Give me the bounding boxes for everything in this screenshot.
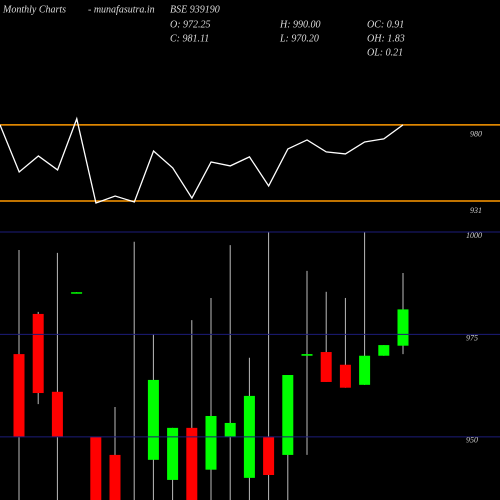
candle-body: [13, 354, 25, 437]
candle-body: [378, 345, 390, 356]
candle-body: [224, 422, 236, 437]
price-line: [0, 116, 404, 204]
candle-body: [51, 391, 63, 437]
y-tick-label: 950: [466, 436, 478, 445]
candle-area: [13, 231, 409, 500]
candle-body: [397, 309, 409, 346]
candle-body: [359, 355, 371, 385]
stat: L: 970.20: [279, 33, 319, 44]
candle-body: [301, 354, 313, 356]
candle-body: [205, 415, 217, 470]
candle-body: [167, 427, 179, 480]
candle-body: [71, 292, 83, 294]
candle-body: [32, 313, 44, 394]
y-tick-label: 931: [470, 206, 482, 215]
candle-body: [339, 364, 351, 388]
candle-body: [320, 352, 332, 382]
site: - munafasutra.in: [88, 4, 155, 15]
candle-body: [90, 436, 102, 500]
candle-body: [263, 436, 275, 475]
symbol: BSE 939190: [170, 4, 220, 15]
stat: OH: 1.83: [367, 33, 405, 44]
y-tick-label: 980: [470, 130, 482, 139]
stat: OC: 0.91: [367, 19, 404, 30]
candle-body: [186, 427, 198, 500]
y-tick-label: 1000: [466, 231, 482, 240]
candle-body: [147, 379, 159, 460]
stat: H: 990.00: [279, 19, 321, 30]
candle-body: [109, 454, 121, 500]
stat: OL: 0.21: [367, 47, 403, 58]
y-tick-label: 975: [466, 333, 478, 342]
stat: C: 981.11: [170, 33, 209, 44]
candle-body: [282, 375, 294, 455]
title: Monthly Charts: [2, 4, 66, 15]
stat: O: 972.25: [170, 19, 211, 30]
